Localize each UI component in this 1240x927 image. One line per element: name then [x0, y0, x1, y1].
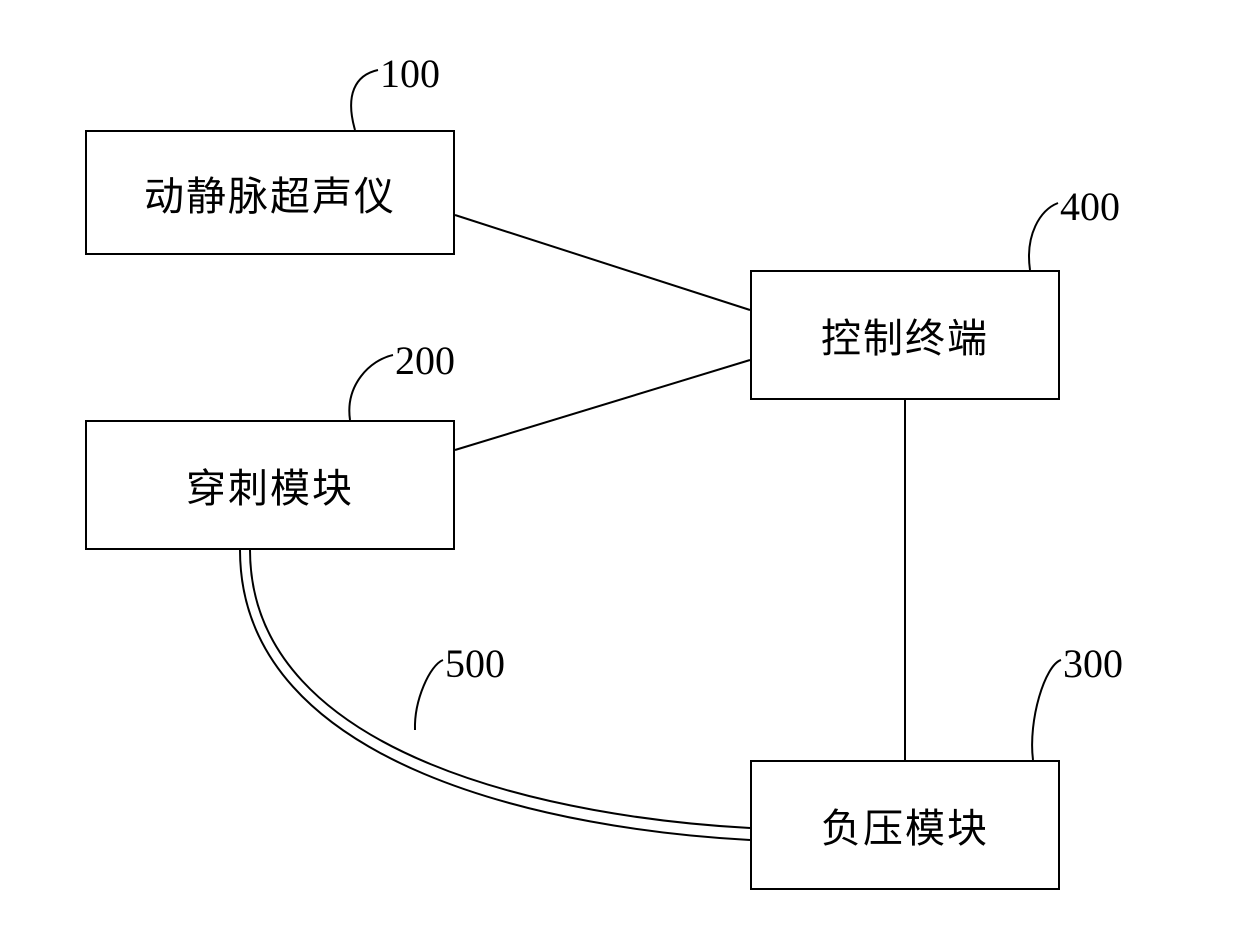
tube-inner	[250, 550, 750, 828]
ref-200: 200	[395, 337, 455, 384]
callout-300	[1032, 660, 1061, 760]
node-puncture-label: 穿刺模块	[186, 456, 354, 514]
edge-ultrasound-control	[455, 215, 750, 310]
node-negpressure: 负压模块	[750, 760, 1060, 890]
callout-200	[349, 355, 393, 420]
callout-500	[415, 660, 443, 730]
node-ultrasound: 动静脉超声仪	[85, 130, 455, 255]
callout-100	[351, 70, 378, 130]
ref-100: 100	[380, 50, 440, 97]
edge-puncture-control	[455, 360, 750, 450]
ref-300: 300	[1063, 640, 1123, 687]
callout-400	[1029, 203, 1058, 270]
node-negpressure-label: 负压模块	[821, 796, 989, 854]
node-control: 控制终端	[750, 270, 1060, 400]
node-ultrasound-label: 动静脉超声仪	[144, 164, 396, 222]
ref-400: 400	[1060, 183, 1120, 230]
node-control-label: 控制终端	[821, 306, 989, 364]
node-puncture: 穿刺模块	[85, 420, 455, 550]
ref-500: 500	[445, 640, 505, 687]
diagram-canvas: 动静脉超声仪 穿刺模块 控制终端 负压模块 100 200 400 300 50…	[0, 0, 1240, 927]
